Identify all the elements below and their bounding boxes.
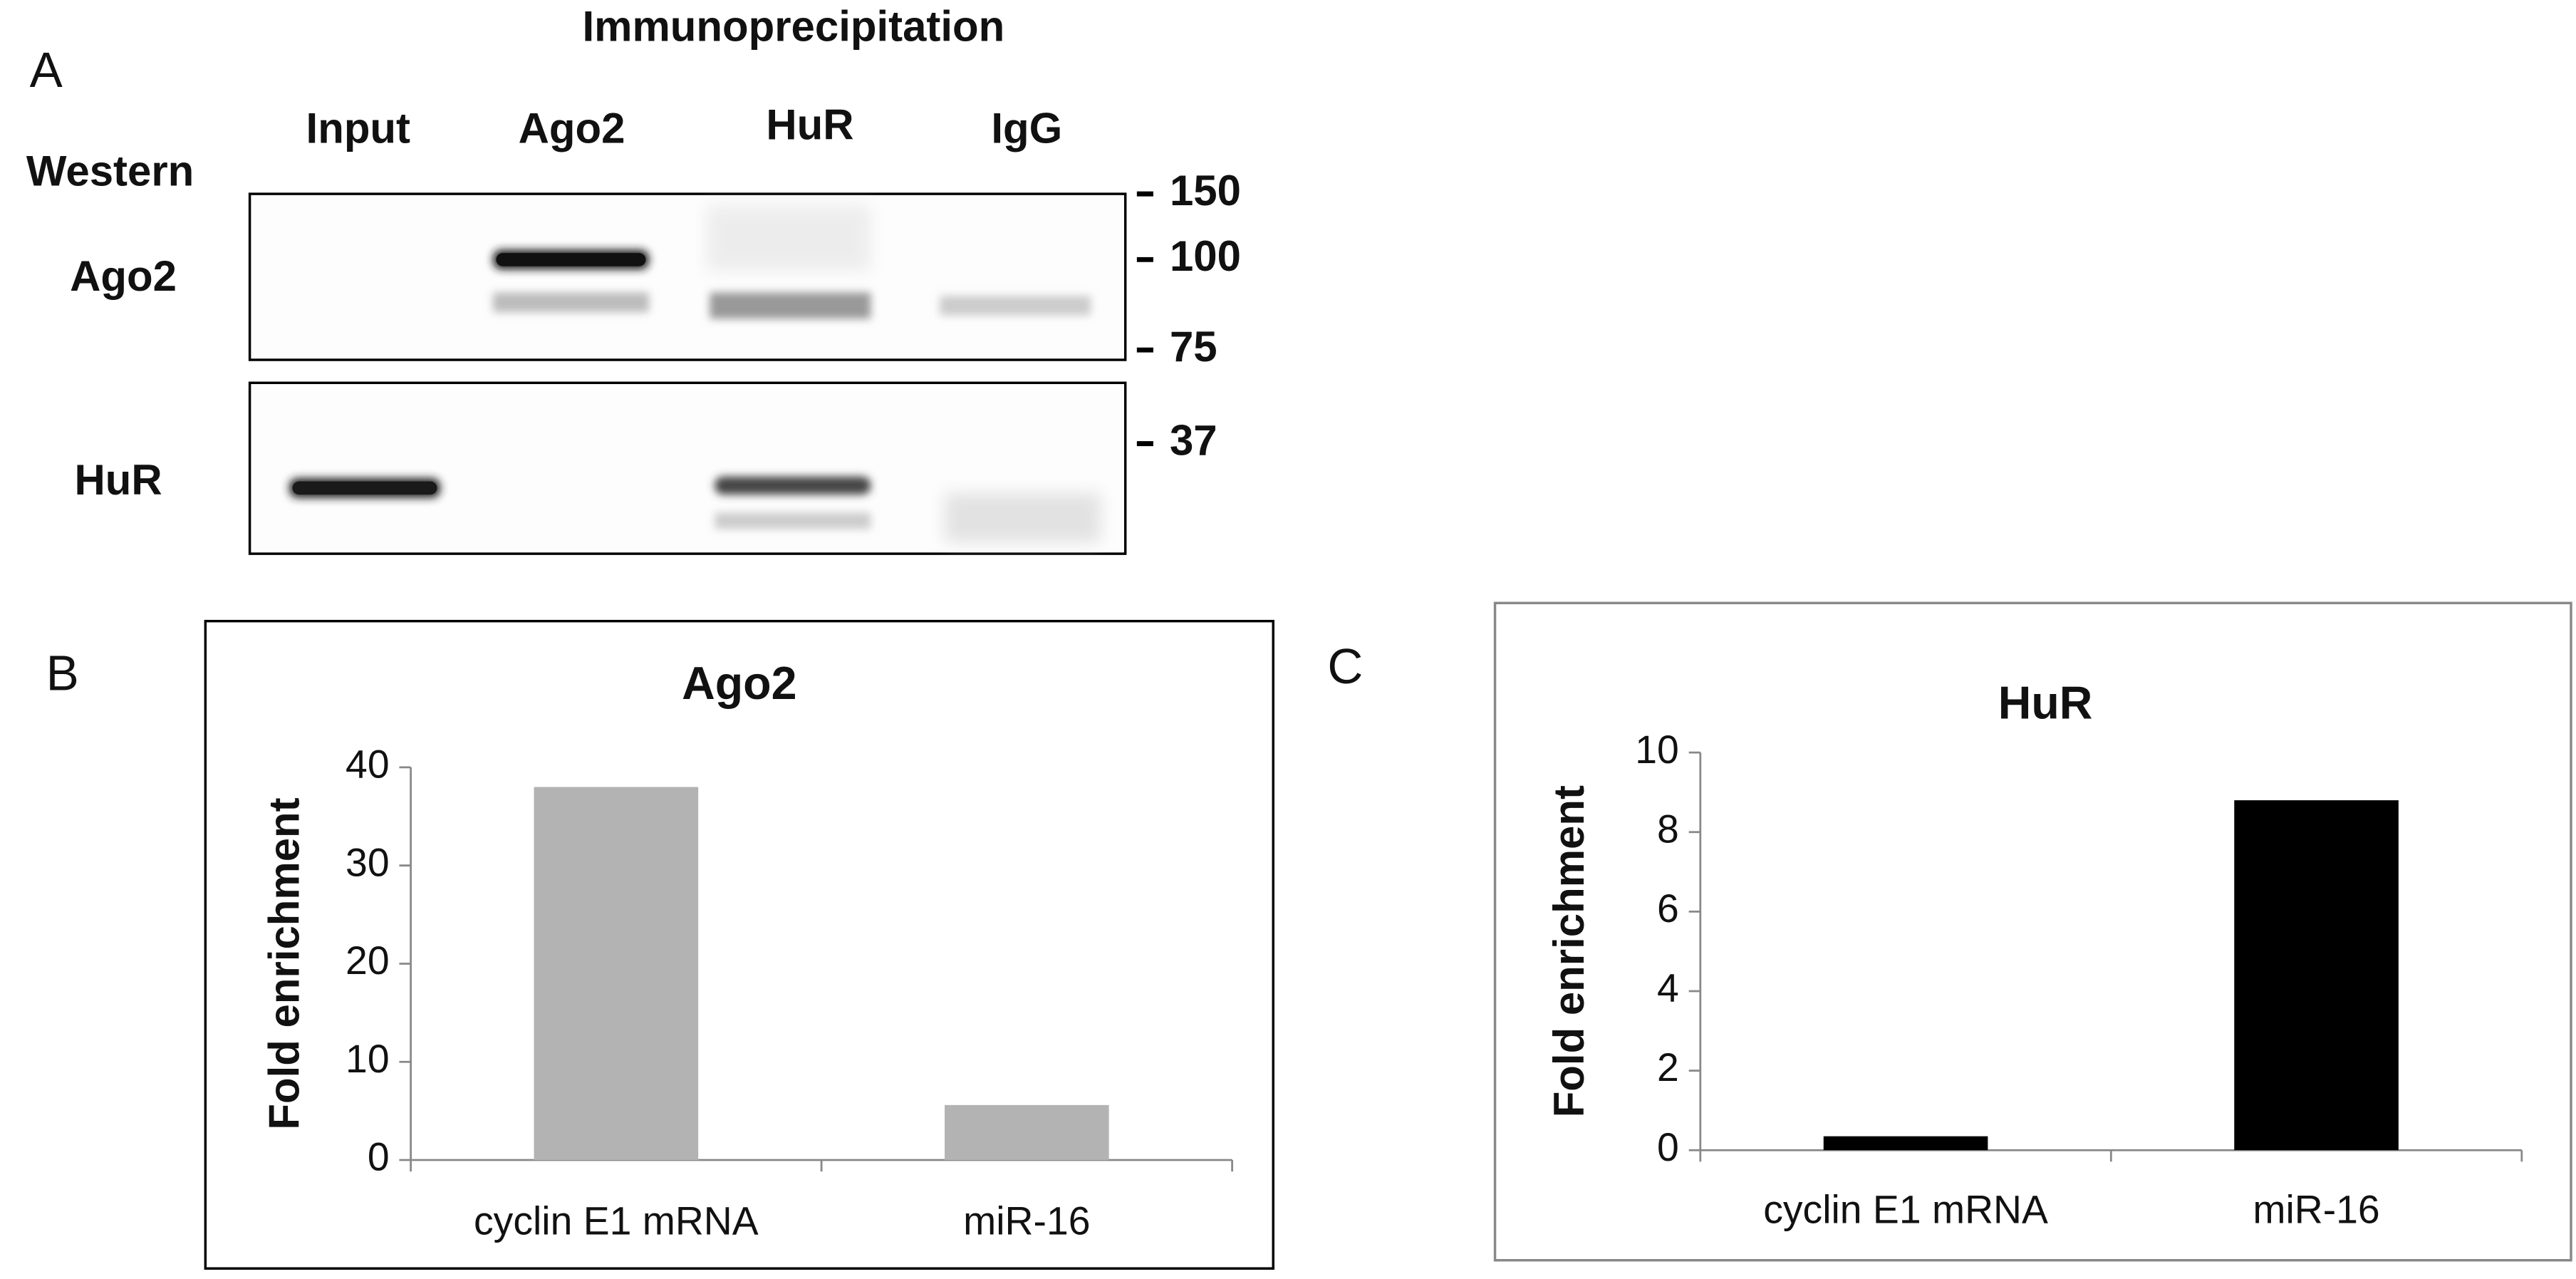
lane-label: Input xyxy=(306,104,410,152)
y-tick-label: 20 xyxy=(346,938,390,983)
lane-label: IgG xyxy=(991,104,1062,152)
y-tick-label: 10 xyxy=(1635,727,1679,772)
y-tick-label: 6 xyxy=(1657,886,1679,931)
chart-title: Ago2 xyxy=(682,658,796,709)
y-tick-label: 30 xyxy=(346,840,390,884)
y-tick-label: 40 xyxy=(346,742,390,787)
x-tick-label: cyclin E1 mRNA xyxy=(1763,1187,2048,1231)
blot-top xyxy=(248,192,1127,361)
bar xyxy=(945,1104,1109,1161)
row-label: HuR xyxy=(75,456,162,504)
x-tick-label: miR-16 xyxy=(963,1199,1090,1243)
size-marker: 75 xyxy=(1170,323,1217,371)
y-tick-label: 2 xyxy=(1657,1045,1679,1089)
row-label: Ago2 xyxy=(70,252,177,300)
size-marker: 37 xyxy=(1170,416,1217,464)
chart-frame xyxy=(1493,601,2572,1262)
bar xyxy=(534,787,699,1161)
size-marker: 100 xyxy=(1170,232,1241,280)
y-axis-label: Fold enrichment xyxy=(260,797,308,1129)
y-tick-label: 4 xyxy=(1657,966,1679,1010)
y-tick-label: 8 xyxy=(1657,807,1679,851)
x-tick-label: miR-16 xyxy=(2253,1187,2379,1231)
blot-bottom xyxy=(248,381,1127,555)
chart-title: HuR xyxy=(1998,678,2093,729)
y-tick-label: 10 xyxy=(346,1037,390,1081)
y-tick-label: 0 xyxy=(1657,1125,1679,1169)
bar xyxy=(2234,800,2399,1151)
method-label: Western xyxy=(26,147,194,195)
y-tick-label: 0 xyxy=(368,1135,390,1179)
blot-header: Immunoprecipitation xyxy=(583,2,1005,50)
x-tick-label: cyclin E1 mRNA xyxy=(474,1199,759,1243)
size-marker: 150 xyxy=(1170,167,1241,214)
lane-label: Ago2 xyxy=(519,104,625,152)
panel-label: C xyxy=(1327,638,1363,694)
lane-label: HuR xyxy=(766,101,853,149)
size-markers: 150 100 75 37 xyxy=(1136,167,1241,464)
panel-label: A xyxy=(30,42,63,98)
chart-frame xyxy=(204,619,1274,1270)
bar xyxy=(1823,1136,1988,1151)
y-axis-label: Fold enrichment xyxy=(1545,785,1593,1117)
panel-label: B xyxy=(46,645,79,700)
